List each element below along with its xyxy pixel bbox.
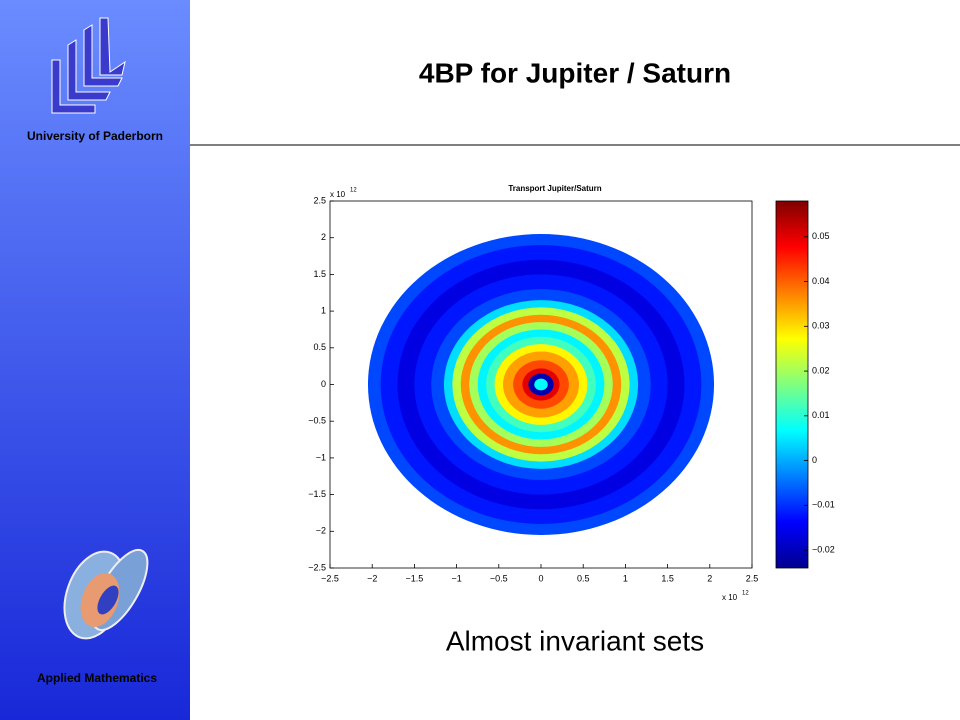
colorbar-tick-label: 0.05 bbox=[812, 231, 830, 241]
colorbar-tick-label: −0.02 bbox=[812, 544, 835, 554]
x-tick-label: 2 bbox=[707, 573, 712, 583]
y-tick-label: 2.5 bbox=[313, 195, 326, 205]
y-multiplier: x 10 bbox=[330, 190, 346, 199]
x-tick-label: 1 bbox=[623, 573, 628, 583]
y-tick-label: 0 bbox=[321, 379, 326, 389]
x-tick-label: 1.5 bbox=[661, 573, 674, 583]
colorbar-tick-label: 0 bbox=[812, 455, 817, 465]
y-tick-label: −1 bbox=[316, 452, 326, 462]
logo bbox=[51, 17, 126, 114]
colorbar-tick-label: 0.04 bbox=[812, 276, 830, 286]
x-tick-label: −1.5 bbox=[406, 573, 424, 583]
x-tick-label: −0.5 bbox=[490, 573, 508, 583]
university: University of Paderborn bbox=[27, 129, 163, 143]
y-tick-label: −2.5 bbox=[308, 562, 326, 572]
y-tick-label: −1.5 bbox=[308, 489, 326, 499]
y-tick-label: −0.5 bbox=[308, 416, 326, 426]
colorbar-tick-label: 0.03 bbox=[812, 321, 830, 331]
chart-title: Transport Jupiter/Saturn bbox=[508, 184, 601, 193]
x-tick-label: −2.5 bbox=[321, 573, 339, 583]
y-tick-label: −2 bbox=[316, 526, 326, 536]
department: Applied Mathematics bbox=[37, 671, 157, 685]
x-power: 12 bbox=[742, 591, 749, 597]
x-multiplier: x 10 bbox=[722, 593, 738, 602]
colorbar-tick-label: 0.02 bbox=[812, 365, 830, 375]
x-tick-label: 2.5 bbox=[746, 573, 759, 583]
colorbar-tick-label: 0.01 bbox=[812, 410, 830, 420]
caption: Almost invariant sets bbox=[446, 625, 704, 656]
x-tick-label: −2 bbox=[367, 573, 377, 583]
x-tick-label: 0 bbox=[538, 573, 543, 583]
y-tick-label: 0.5 bbox=[313, 342, 326, 352]
x-tick-label: −1 bbox=[451, 573, 461, 583]
y-tick-label: 2 bbox=[321, 232, 326, 242]
colorbar-tick-label: −0.01 bbox=[812, 500, 835, 510]
y-tick-label: 1.5 bbox=[313, 269, 326, 279]
logo-image bbox=[63, 549, 149, 640]
slide-title: 4BP for Jupiter / Saturn bbox=[419, 57, 731, 88]
colorbar bbox=[775, 200, 809, 569]
y-tick-label: 1 bbox=[321, 305, 326, 315]
heat-ring bbox=[534, 378, 548, 391]
y-power: 12 bbox=[350, 188, 357, 194]
x-tick-label: 0.5 bbox=[577, 573, 590, 583]
